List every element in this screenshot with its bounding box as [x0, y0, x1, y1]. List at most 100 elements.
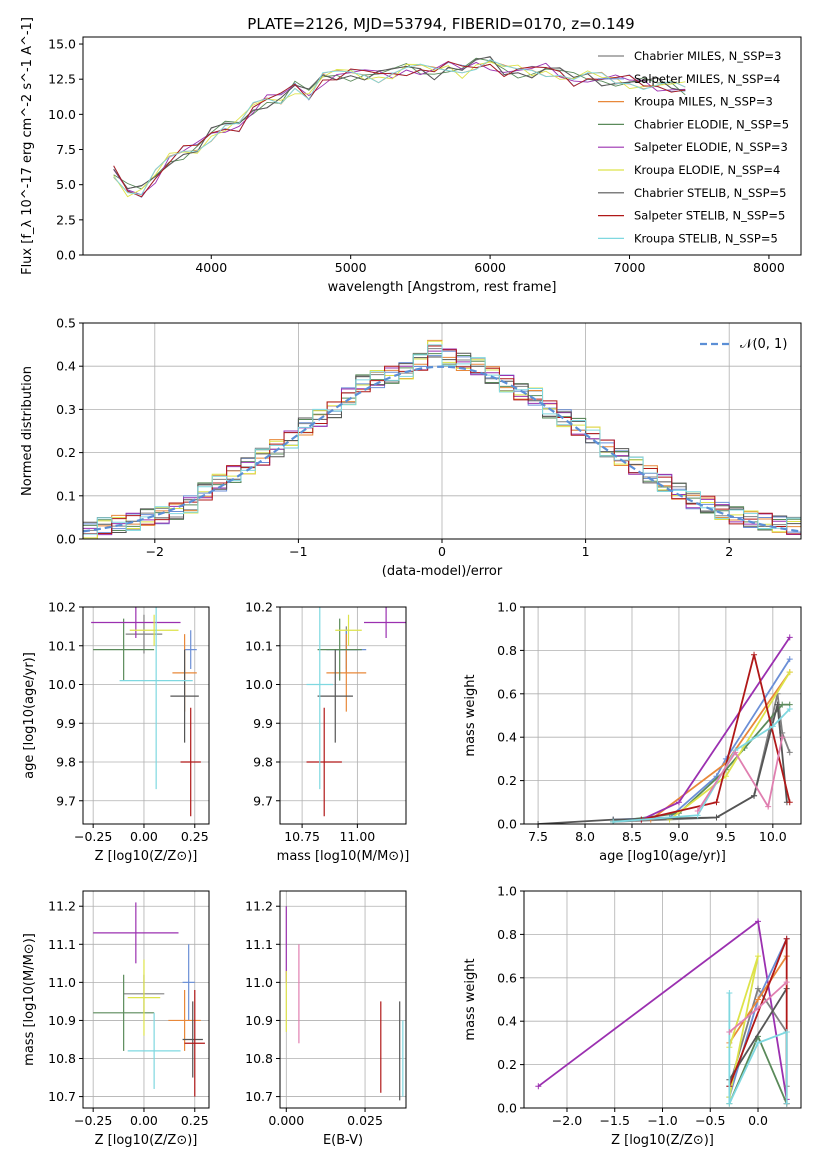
- x-tick-label: −0.25: [74, 829, 112, 844]
- spectrum-legend: Chabrier MILES, N_SSP=3 Salpeter MILES, N…: [598, 49, 789, 245]
- series-marker: [786, 705, 793, 712]
- series-marker: [726, 989, 733, 996]
- series-marker: [535, 821, 542, 824]
- x-tick-label: 0.00: [130, 829, 158, 844]
- series-marker: [783, 935, 790, 942]
- plot-area: [113, 55, 686, 198]
- y-axis-label: mass weight: [463, 958, 478, 1040]
- y-tick-label: 10.2: [245, 600, 273, 615]
- y-axis-label: Flux [f_λ 10^-17 erg cm^-2 s^-1 A^-1]: [20, 17, 35, 275]
- chart-age-vs-mass: 10.75 11.00 9.7 9.8 9.9 10.0 10.1 10.2 mass [log…: [245, 600, 410, 865]
- legend-label: Kroupa ELODIE, N_SSP=4: [634, 163, 780, 177]
- y-tick-label: 0.8: [497, 643, 517, 658]
- series-marker: [779, 734, 786, 741]
- legend-label: 𝒩(0, 1): [740, 337, 787, 352]
- x-tick-label: −0.5: [695, 1113, 725, 1128]
- series-marker: [774, 701, 781, 708]
- x-tick-label: 8.5: [622, 829, 642, 844]
- x-axis-label: mass [log10(M/M⊙)]: [277, 849, 410, 864]
- x-tick-label: 0.25: [181, 829, 209, 844]
- y-tick-label: 0.4: [497, 1014, 517, 1029]
- y-tick-label: 10.0: [245, 677, 273, 692]
- y-axis-label: mass [log10(M/M⊙)]: [22, 933, 37, 1066]
- y-tick-label: 11.1: [48, 937, 76, 952]
- chart-mass-weight-vs-age: 7.5 8.0 8.5 9.0 9.5 10.0 0.0 0.2 0.4 0.6 0.8 1.0 age…: [463, 600, 802, 864]
- x-tick-label: 2: [725, 544, 733, 559]
- legend-label: Chabrier ELODIE, N_SSP=5: [634, 117, 789, 131]
- series-marker: [755, 985, 762, 992]
- x-tick-label: 11.00: [339, 829, 375, 844]
- series-marker: [786, 634, 793, 641]
- x-tick-label: 9.0: [669, 829, 689, 844]
- x-tick-label: 5000: [335, 260, 367, 275]
- y-tick-label: 5.0: [56, 177, 76, 192]
- gaussian-curve: [83, 365, 801, 533]
- y-tick-label: 10.9: [48, 1013, 76, 1028]
- legend-label: Chabrier STELIB, N_SSP=5: [634, 186, 786, 200]
- series-line: [668, 671, 791, 821]
- y-tick-label: 15.0: [48, 37, 76, 52]
- y-tick-label: 10.2: [48, 600, 76, 615]
- spectrum-line: [113, 59, 686, 195]
- y-tick-label: 12.5: [48, 72, 76, 87]
- series-marker: [786, 656, 793, 663]
- y-tick-label: 1.0: [497, 600, 517, 615]
- series-line: [696, 737, 784, 812]
- series-marker: [751, 792, 758, 799]
- y-tick-label: 0.2: [497, 1057, 517, 1072]
- legend-label: Salpeter ELODIE, N_SSP=3: [634, 140, 788, 154]
- series-marker: [769, 723, 776, 730]
- y-tick-label: 9.8: [56, 755, 76, 770]
- y-tick-label: 2.5: [56, 212, 76, 227]
- spectrum-line: [113, 56, 686, 190]
- x-tick-label: 10.75: [284, 829, 320, 844]
- x-axis-label: age [log10(age/yr)]: [599, 849, 726, 864]
- series-marker: [694, 807, 701, 814]
- series-marker: [535, 1083, 542, 1090]
- y-tick-label: 9.7: [253, 793, 273, 808]
- y-tick-label: 0.3: [56, 402, 76, 417]
- axes-frame: [82, 36, 802, 256]
- spectrum-line: [113, 61, 686, 198]
- y-axis-label: Normed distribution: [20, 366, 35, 496]
- series-marker: [783, 1100, 790, 1107]
- x-axis-label: E(B-V): [323, 1133, 363, 1148]
- series-marker: [713, 814, 720, 821]
- x-tick-label: 7000: [614, 260, 646, 275]
- y-tick-label: 11.0: [48, 975, 76, 990]
- plot-area: [285, 906, 404, 1101]
- x-tick-label: −1.5: [600, 1113, 630, 1128]
- chart-residuals: 𝒩(0, 1) −2 −1 0 1 2 0.0 0.1 0.2 0.3 0.4 0.5 (data-mo…: [20, 316, 802, 579]
- x-tick-label: 8.0: [575, 829, 595, 844]
- x-axis-label: Z [log10(Z/Z⊙)]: [611, 1133, 714, 1148]
- x-tick-label: −2: [146, 544, 164, 559]
- series-marker: [755, 953, 762, 960]
- x-tick-label: 1: [582, 544, 590, 559]
- x-tick-label: 0.000: [268, 1113, 304, 1128]
- series-marker: [786, 749, 793, 756]
- series-marker: [755, 1039, 762, 1046]
- spectrum-line: [113, 57, 686, 190]
- y-tick-label: 0.8: [497, 927, 517, 942]
- series-line: [641, 654, 791, 821]
- axes-frame: [523, 606, 802, 825]
- series-marker: [786, 669, 793, 676]
- series-marker: [713, 799, 720, 806]
- series-marker: [755, 1005, 762, 1012]
- chart-mass-weight-vs-Z: −2.0 −1.5 −1.0 −0.5 0.0 0.0 0.2 0.4 0.6 0.8 1.0 Z […: [463, 884, 802, 1148]
- x-axis-label: Z [log10(Z/Z⊙)]: [95, 1133, 198, 1148]
- x-tick-label: 0.0: [748, 1113, 768, 1128]
- y-tick-label: 9.8: [253, 755, 273, 770]
- y-tick-label: 10.7: [48, 1089, 76, 1104]
- axes-frame: [82, 606, 210, 825]
- series-marker: [755, 918, 762, 925]
- histogram-step: [83, 344, 801, 539]
- y-tick-label: 0.2: [497, 773, 517, 788]
- chart-age-vs-Z: −0.25 0.00 0.25 9.7 9.8 9.9 10.0 10.1 10.2 Z [log…: [22, 600, 210, 864]
- y-tick-label: 0.0: [497, 1101, 517, 1116]
- x-tick-label: −0.25: [74, 1113, 112, 1128]
- y-tick-label: 1.0: [497, 884, 517, 899]
- x-axis-label: (data-model)/error: [382, 564, 503, 579]
- legend-label: Chabrier MILES, N_SSP=3: [634, 49, 781, 63]
- x-tick-label: −2.0: [552, 1113, 582, 1128]
